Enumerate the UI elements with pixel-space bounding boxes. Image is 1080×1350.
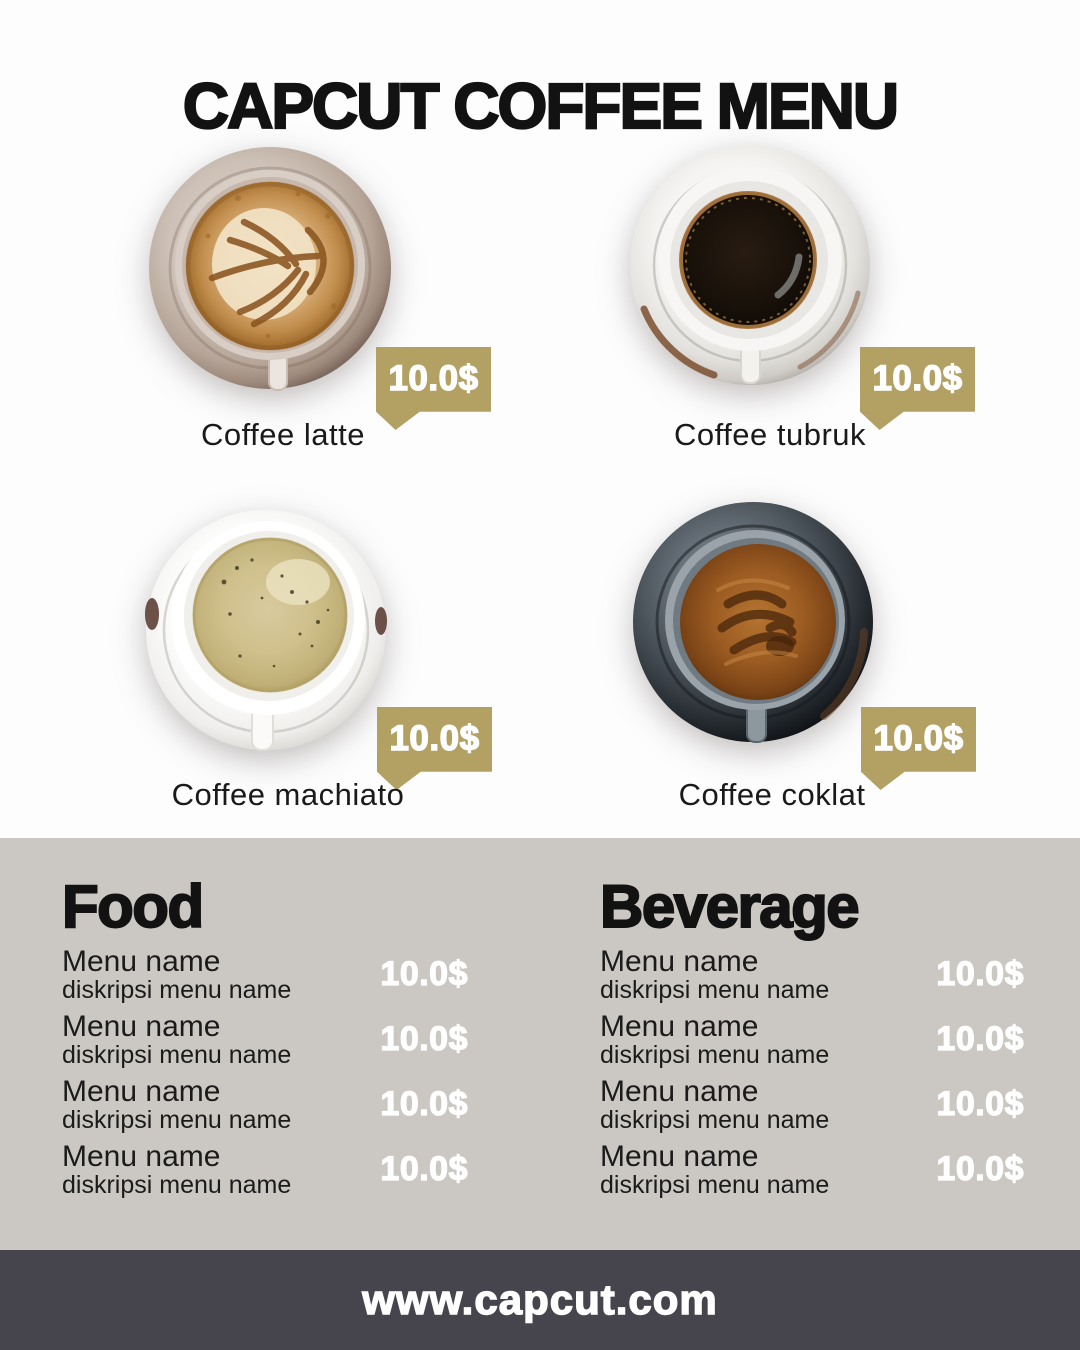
footer-url: www.capcut.com bbox=[362, 1275, 718, 1323]
menu-item-price: 10.0$ bbox=[380, 1019, 468, 1058]
product-name: Coffee coklat bbox=[678, 777, 866, 812]
menu-item-description: diskripsi menu name bbox=[600, 976, 830, 1004]
coffee-coklat-image bbox=[633, 502, 873, 743]
menu-item-name: Menu name bbox=[62, 1140, 221, 1173]
menu-item-row: Menu name diskripsi menu name 10.0$ bbox=[600, 1076, 1024, 1133]
menu-item-text: Menu name diskripsi menu name bbox=[62, 946, 291, 1003]
menu-item-price: 10.0$ bbox=[936, 1149, 1024, 1188]
product-price: 10.0$ bbox=[873, 718, 964, 758]
menu-item-row: Menu name diskripsi menu name 10.0$ bbox=[600, 1141, 1024, 1198]
menu-item-text: Menu name diskripsi menu name bbox=[62, 1011, 291, 1068]
product-card-coffee-coklat: 10.0$ Coffee coklat bbox=[630, 500, 982, 812]
menu-item-row: Menu name diskripsi menu name 10.0$ bbox=[62, 1011, 468, 1068]
product-price: 10.0$ bbox=[389, 718, 480, 758]
price-tag-bubble: 10.0$ bbox=[860, 347, 975, 430]
menu-item-text: Menu name diskripsi menu name bbox=[600, 1141, 829, 1198]
product-price: 10.0$ bbox=[388, 358, 479, 398]
menu-item-price: 10.0$ bbox=[936, 1084, 1024, 1123]
menu-item-text: Menu name diskripsi menu name bbox=[62, 1141, 291, 1198]
menu-item-text: Menu name diskripsi menu name bbox=[62, 1076, 291, 1133]
menu-item-description: diskripsi menu name bbox=[62, 1171, 292, 1199]
product-name: Coffee latte bbox=[201, 417, 365, 452]
coffee-machiato-image bbox=[145, 510, 387, 751]
menu-item-description: diskripsi menu name bbox=[62, 976, 292, 1004]
menu-item-text: Menu name diskripsi menu name bbox=[600, 946, 829, 1003]
coffee-latte-image bbox=[149, 147, 391, 391]
product-card-coffee-tubruk: 10.0$ Coffee tubruk bbox=[628, 143, 980, 455]
menu-item-name: Menu name bbox=[62, 945, 221, 978]
menu-item-row: Menu name diskripsi menu name 10.0$ bbox=[600, 946, 1024, 1003]
menu-item-name: Menu name bbox=[600, 1010, 759, 1043]
food-column: Food Menu name diskripsi menu name 10.0$… bbox=[61, 873, 468, 1199]
menu-item-name: Menu name bbox=[600, 1140, 759, 1173]
menu-item-description: diskripsi menu name bbox=[62, 1106, 292, 1134]
menu-item-price: 10.0$ bbox=[936, 1019, 1024, 1058]
menu-item-price: 10.0$ bbox=[380, 1084, 468, 1123]
beverage-column: Beverage Menu name diskripsi menu name 1… bbox=[599, 873, 1024, 1199]
menu-item-description: diskripsi menu name bbox=[62, 1041, 292, 1069]
product-card-coffee-machiato: 10.0$ Coffee machiato bbox=[142, 506, 494, 816]
menu-item-description: diskripsi menu name bbox=[600, 1171, 830, 1199]
menu-item-row: Menu name diskripsi menu name 10.0$ bbox=[600, 1011, 1024, 1068]
menu-section: Food Menu name diskripsi menu name 10.0$… bbox=[0, 838, 1080, 1250]
product-name: Coffee machiato bbox=[171, 777, 405, 812]
menu-item-price: 10.0$ bbox=[380, 1149, 468, 1188]
menu-item-price: 10.0$ bbox=[936, 954, 1024, 993]
product-name: Coffee tubruk bbox=[673, 417, 867, 452]
menu-item-description: diskripsi menu name bbox=[600, 1041, 830, 1069]
beverage-heading: Beverage bbox=[599, 873, 861, 940]
menu-item-name: Menu name bbox=[62, 1075, 221, 1108]
menu-item-description: diskripsi menu name bbox=[600, 1106, 830, 1134]
menu-item-row: Menu name diskripsi menu name 10.0$ bbox=[62, 946, 468, 1003]
coffee-tubruk-image bbox=[630, 145, 870, 385]
menu-item-row: Menu name diskripsi menu name 10.0$ bbox=[62, 1076, 468, 1133]
product-price: 10.0$ bbox=[872, 358, 963, 398]
footer-bar: www.capcut.com bbox=[0, 1250, 1080, 1350]
menu-item-name: Menu name bbox=[62, 1010, 221, 1043]
food-heading: Food bbox=[61, 873, 205, 940]
product-card-coffee-latte: 10.0$ Coffee latte bbox=[148, 146, 493, 456]
menu-item-row: Menu name diskripsi menu name 10.0$ bbox=[62, 1141, 468, 1198]
menu-item-name: Menu name bbox=[600, 1075, 759, 1108]
menu-item-text: Menu name diskripsi menu name bbox=[600, 1076, 829, 1133]
page-title: CAPCUT COFFEE MENU bbox=[182, 69, 900, 143]
menu-item-name: Menu name bbox=[600, 945, 759, 978]
menu-item-price: 10.0$ bbox=[380, 954, 468, 993]
menu-item-text: Menu name diskripsi menu name bbox=[600, 1011, 829, 1068]
